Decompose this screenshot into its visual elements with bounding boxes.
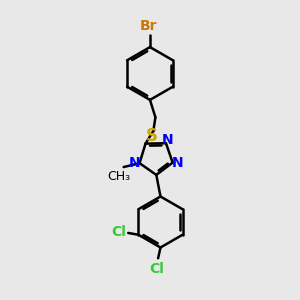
Text: Cl: Cl: [111, 225, 126, 239]
Text: Br: Br: [140, 19, 157, 33]
Text: N: N: [128, 156, 140, 170]
Text: S: S: [146, 127, 158, 145]
Text: Cl: Cl: [149, 262, 164, 276]
Text: CH₃: CH₃: [108, 170, 131, 183]
Text: N: N: [172, 156, 184, 170]
Text: N: N: [162, 133, 173, 147]
